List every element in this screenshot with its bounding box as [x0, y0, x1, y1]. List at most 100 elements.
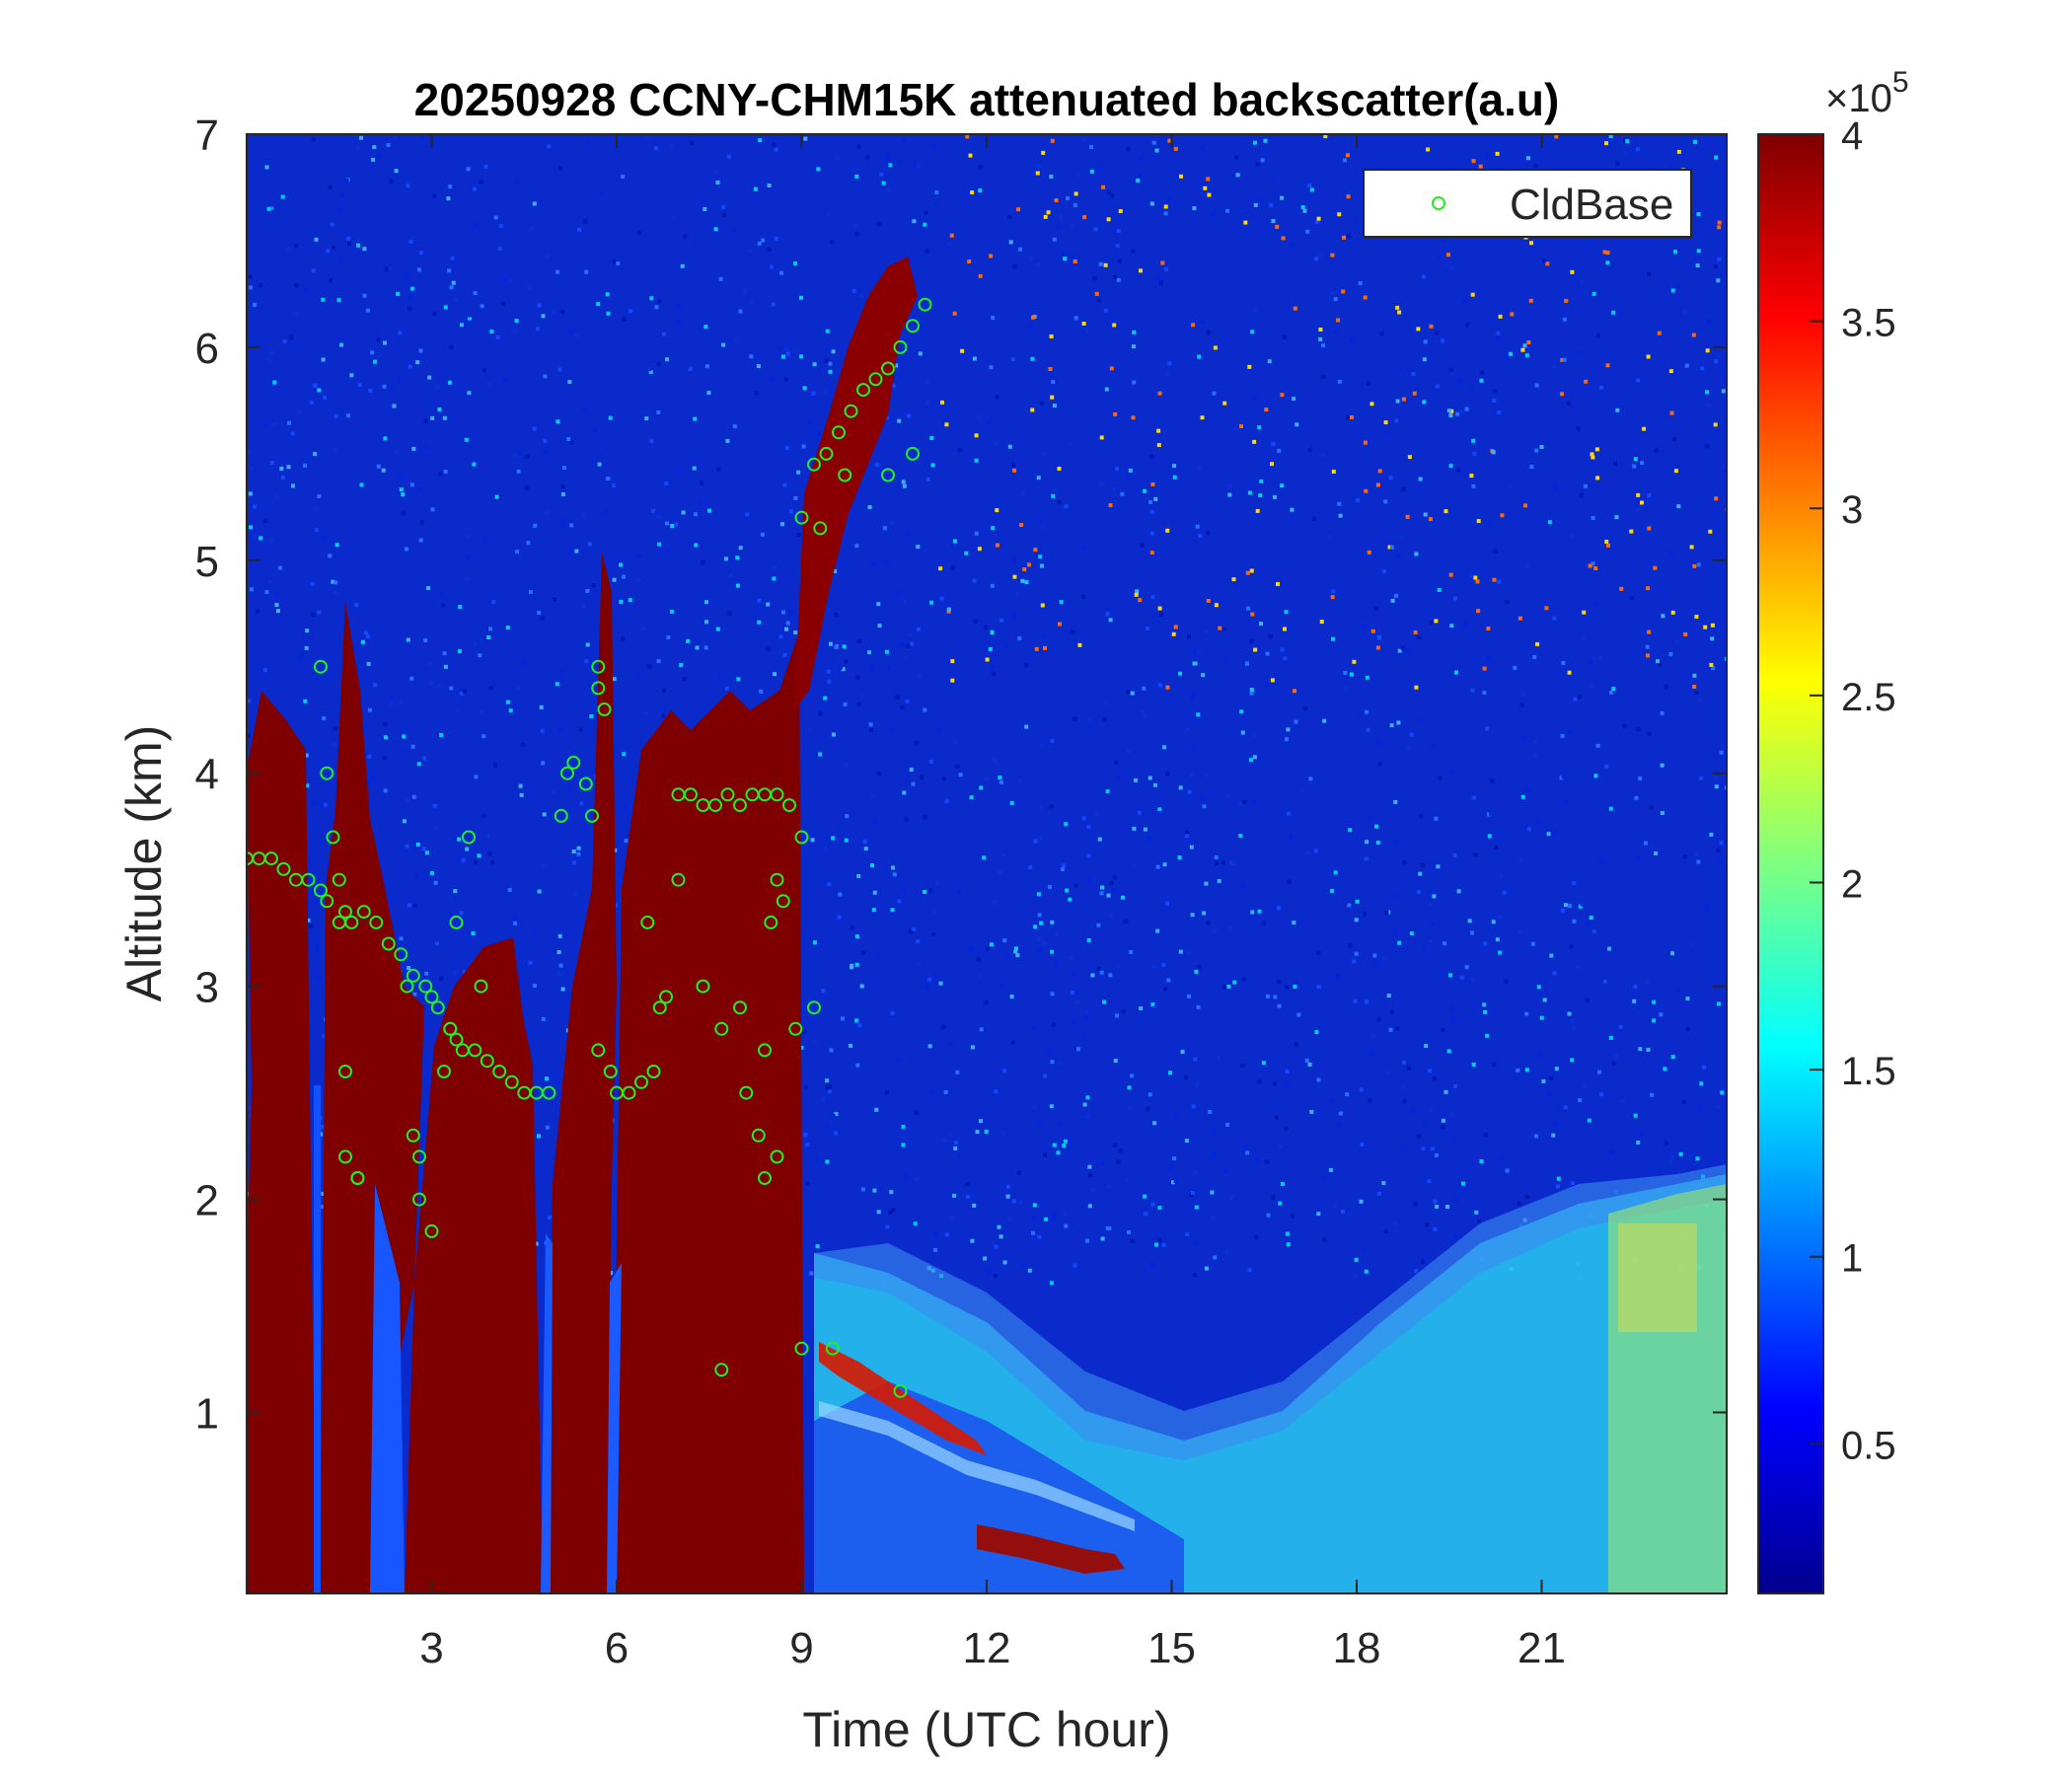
noise-speckle — [1519, 703, 1524, 707]
noise-speckle — [1211, 1152, 1216, 1157]
noise-speckle — [1435, 384, 1440, 389]
noise-speckle — [995, 395, 999, 400]
noise-speckle — [583, 219, 588, 224]
noise-speckle — [1245, 570, 1250, 575]
noise-speckle — [889, 1190, 894, 1195]
noise-speckle — [913, 1221, 918, 1226]
noise-speckle — [584, 269, 589, 274]
noise-speckle — [901, 1143, 906, 1147]
noise-speckle — [1683, 310, 1688, 315]
noise-speckle — [1433, 1226, 1438, 1231]
noise-speckle — [855, 1063, 860, 1068]
noise-speckle — [1210, 1190, 1215, 1195]
noise-speckle — [718, 276, 723, 281]
noise-speckle — [997, 1224, 1001, 1229]
noise-speckle — [805, 1181, 810, 1186]
noise-speckle — [1338, 513, 1343, 518]
noise-speckle — [540, 616, 545, 621]
noise-speckle — [967, 259, 972, 264]
noise-speckle — [1646, 653, 1650, 658]
noise-speckle — [1240, 1064, 1245, 1068]
noise-speckle — [1235, 173, 1240, 178]
noise-speckle — [1245, 1150, 1250, 1155]
noise-speckle — [251, 528, 256, 533]
noise-speckle — [1256, 198, 1261, 202]
cldbase-point — [714, 1021, 729, 1036]
noise-speckle — [1204, 1266, 1209, 1271]
noise-speckle — [1153, 1004, 1158, 1009]
noise-speckle — [1330, 1099, 1335, 1104]
noise-speckle — [784, 445, 789, 450]
noise-speckle — [902, 1136, 907, 1141]
noise-speckle — [263, 422, 268, 427]
noise-speckle — [1203, 773, 1208, 777]
noise-speckle — [619, 562, 623, 567]
noise-speckle — [1028, 325, 1033, 330]
noise-speckle — [1149, 531, 1154, 536]
noise-speckle — [1418, 477, 1423, 481]
noise-speckle — [1072, 971, 1076, 976]
noise-speckle — [1492, 1062, 1497, 1067]
noise-speckle — [648, 370, 653, 375]
noise-speckle — [1052, 237, 1057, 242]
noise-speckle — [870, 863, 875, 867]
noise-speckle — [842, 644, 847, 649]
noise-speckle — [1128, 468, 1133, 473]
noise-speckle — [1222, 627, 1227, 631]
noise-speckle — [286, 465, 291, 470]
noise-speckle — [1218, 626, 1222, 630]
noise-speckle — [1612, 1055, 1617, 1060]
noise-speckle — [1278, 1145, 1283, 1149]
noise-speckle — [984, 999, 989, 1004]
noise-speckle — [1422, 357, 1427, 362]
noise-speckle — [805, 1143, 810, 1147]
noise-speckle — [430, 507, 435, 512]
noise-speckle — [909, 768, 914, 773]
noise-speckle — [1009, 800, 1014, 805]
noise-speckle — [826, 211, 831, 216]
noise-speckle — [727, 611, 732, 616]
noise-speckle — [252, 303, 257, 307]
noise-speckle — [1717, 225, 1722, 230]
noise-speckle — [1032, 1105, 1037, 1109]
cldbase-point — [560, 766, 574, 780]
noise-speckle — [1127, 1230, 1131, 1234]
noise-speckle — [793, 496, 798, 500]
noise-speckle — [1485, 153, 1490, 158]
noise-speckle — [788, 509, 793, 514]
noise-speckle — [270, 350, 275, 354]
noise-speckle — [441, 603, 446, 608]
cldbase-point — [764, 915, 778, 929]
noise-speckle — [1608, 134, 1613, 139]
noise-speckle — [1050, 992, 1055, 997]
noise-speckle — [1127, 1105, 1132, 1110]
noise-speckle — [282, 339, 287, 344]
noise-speckle — [592, 428, 597, 433]
noise-speckle — [1150, 1202, 1155, 1207]
noise-speckle — [1154, 275, 1159, 280]
noise-speckle — [505, 700, 510, 704]
noise-speckle — [992, 671, 997, 676]
noise-speckle — [1659, 1012, 1664, 1017]
noise-speckle — [383, 788, 388, 793]
noise-speckle — [1388, 1027, 1393, 1032]
noise-speckle — [1011, 1199, 1016, 1204]
noise-speckle — [930, 932, 935, 937]
noise-speckle — [1433, 1199, 1438, 1204]
noise-speckle — [249, 587, 254, 592]
noise-speckle — [612, 577, 617, 582]
noise-speckle — [360, 639, 365, 644]
noise-speckle — [649, 438, 654, 443]
noise-speckle — [1673, 469, 1678, 474]
noise-speckle — [1588, 563, 1592, 568]
noise-speckle — [1681, 1099, 1686, 1104]
noise-speckle — [1124, 1177, 1129, 1182]
noise-speckle — [464, 437, 469, 442]
noise-speckle — [1688, 1153, 1693, 1158]
noise-speckle — [1421, 1259, 1426, 1264]
noise-speckle — [1397, 940, 1402, 945]
heatmap-plot-area — [247, 134, 1727, 1593]
noise-speckle — [1156, 443, 1161, 447]
noise-speckle — [555, 682, 559, 687]
noise-speckle — [529, 226, 534, 231]
